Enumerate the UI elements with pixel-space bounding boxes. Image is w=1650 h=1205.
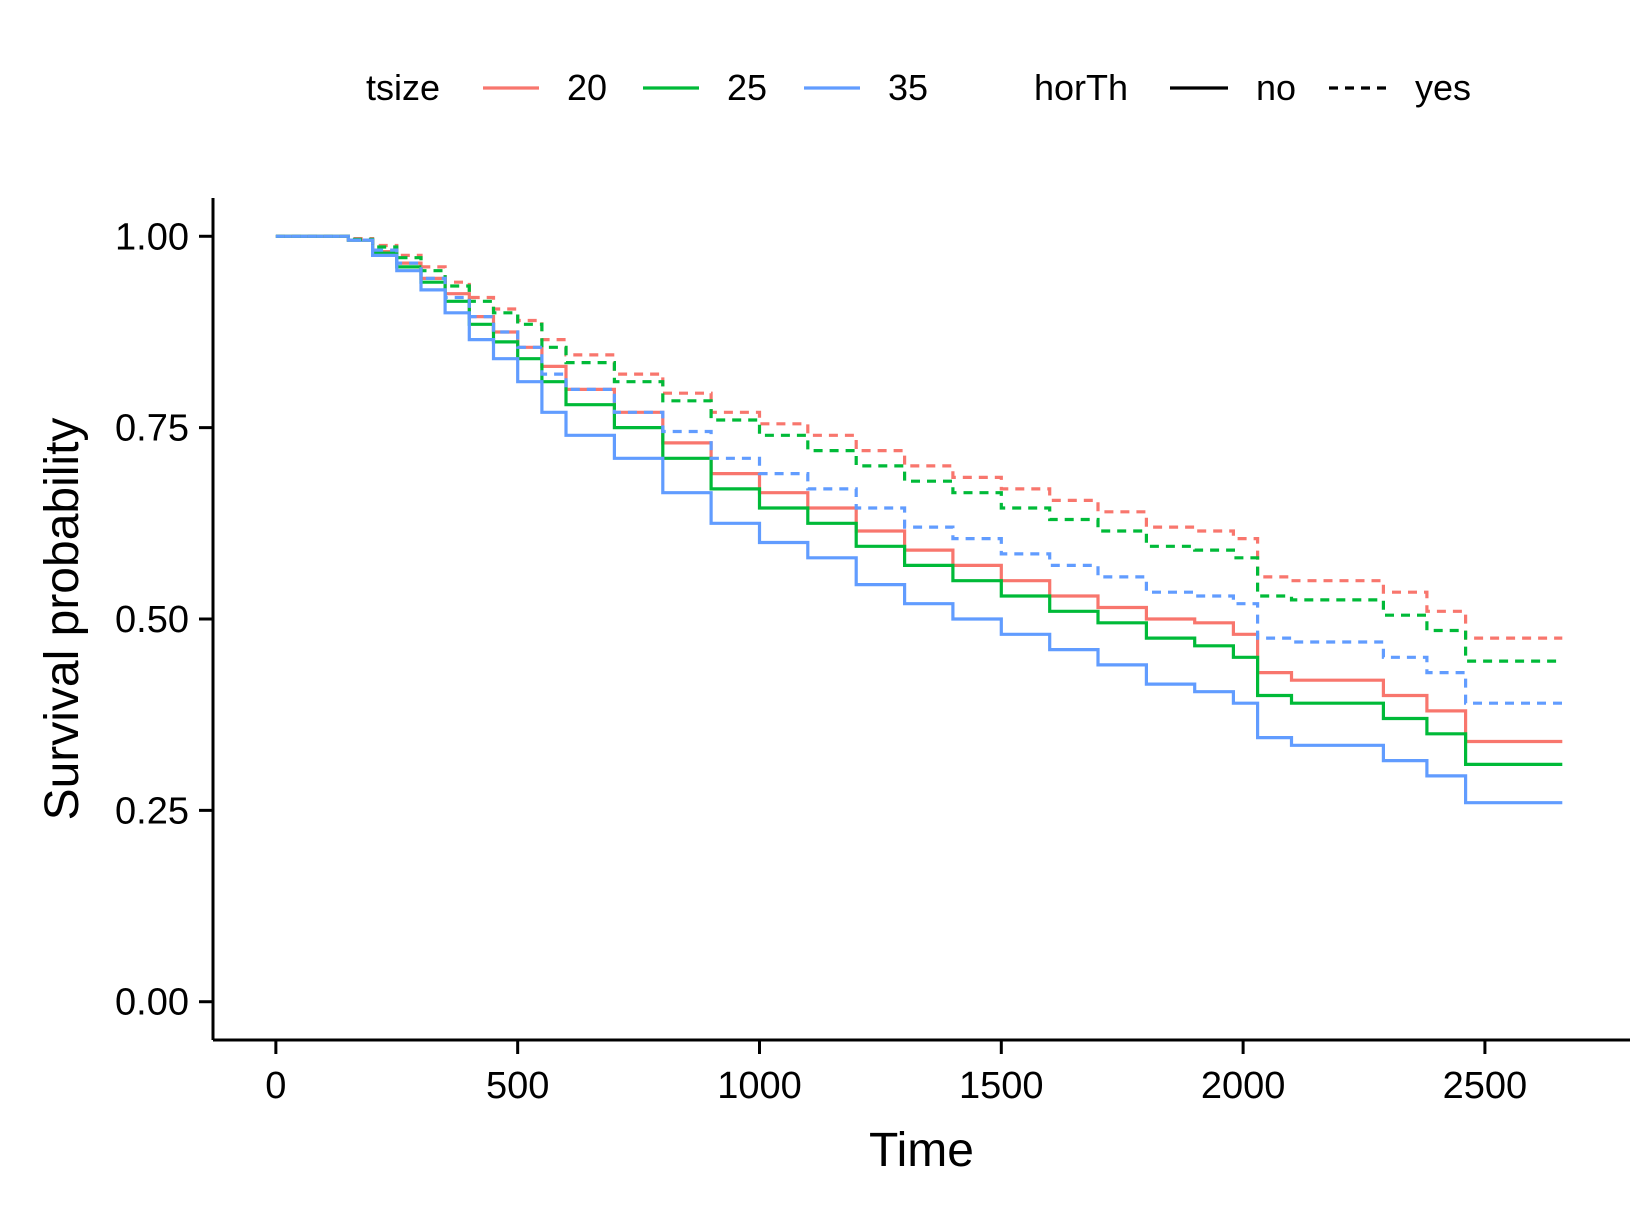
legend-color-title: tsize: [366, 67, 440, 108]
y-tick-label: 0.50: [115, 599, 189, 641]
x-axis-title: Time: [869, 1124, 974, 1177]
legend-items: 20 25 35 no yes: [483, 67, 1471, 108]
legend-label-tsize-25: 25: [727, 67, 767, 108]
series-layer: [275, 234, 1563, 805]
y-tick-label: 1.00: [115, 216, 189, 258]
x-tick-label: 0: [265, 1065, 286, 1107]
legend-label-tsize-20: 20: [567, 67, 607, 108]
y-tick-label: 0.00: [115, 982, 189, 1024]
x-tick-label: 500: [486, 1065, 549, 1107]
x-tick-label: 2000: [1201, 1065, 1286, 1107]
x-tick-label: 1000: [717, 1065, 802, 1107]
y-tick-label: 0.75: [115, 408, 189, 450]
series-line-tsize-35-horth-yes: [275, 234, 1563, 705]
legend-label-horth-no: no: [1256, 67, 1296, 108]
x-tick-label: 1500: [959, 1065, 1044, 1107]
y-tick-label: 0.25: [115, 790, 189, 832]
y-axis-title: Survival probability: [36, 418, 89, 821]
x-tick-label: 2500: [1443, 1065, 1528, 1107]
series-line-tsize-35-horth-no: [275, 234, 1563, 805]
legend-linetype-title: horTh: [1034, 67, 1128, 108]
axes-layer: 0 500 1000 1500 2000 2500 0.00 0.25 0.50 0.75 1.00: [115, 198, 1630, 1107]
legend: tsize horTh 20 25 35 no yes: [366, 67, 1471, 108]
legend-label-tsize-35: 35: [888, 67, 928, 108]
legend-label-horth-yes: yes: [1415, 67, 1471, 108]
